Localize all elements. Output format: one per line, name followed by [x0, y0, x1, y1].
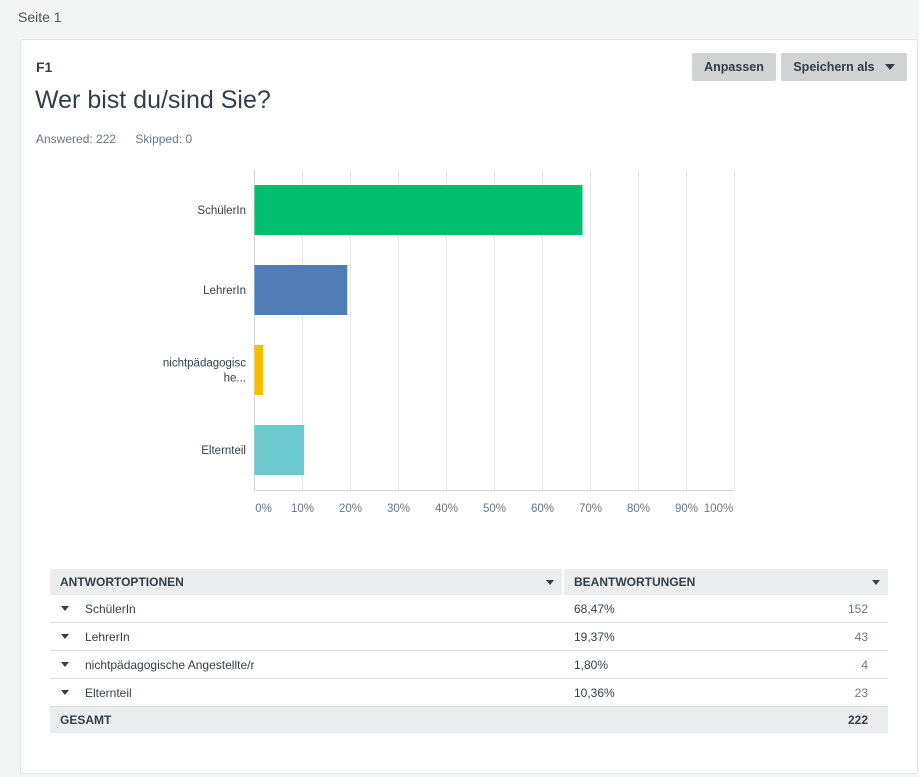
x-tick-label: 70%	[579, 503, 602, 515]
save-as-button-label: Speichern als	[793, 60, 875, 74]
question-id: F1	[36, 59, 53, 75]
question-card: F1 Wer bist du/sind Sie? Answered: 222 S…	[20, 39, 918, 774]
row-percent: 1,80%	[574, 657, 609, 672]
table-row: LehrerIn 19,37% 43	[50, 623, 888, 651]
table-total-row: GESAMT 222	[50, 707, 888, 733]
x-tick-label: 100%	[704, 503, 733, 515]
table-row: Elternteil 10,36% 23	[50, 679, 888, 707]
row-label: SchülerIn	[85, 601, 136, 616]
y-category-label: he...	[224, 373, 246, 385]
expand-caret-icon[interactable]	[61, 606, 69, 611]
column-header-responses-label: BEANTWORTUNGEN	[574, 575, 696, 589]
results-table: ANTWORTOPTIONEN BEANTWORTUNGEN SchülerIn…	[50, 569, 888, 733]
row-percent: 19,37%	[574, 629, 615, 644]
skipped-count: Skipped: 0	[135, 132, 193, 146]
expand-caret-icon[interactable]	[61, 690, 69, 695]
save-as-button[interactable]: Speichern als	[781, 53, 907, 81]
page-label: Seite 1	[18, 9, 62, 25]
column-header-options[interactable]: ANTWORTOPTIONEN	[50, 569, 564, 595]
x-tick-label: 40%	[435, 503, 458, 515]
total-label: GESAMT	[60, 713, 112, 727]
table-row: SchülerIn 68,47% 152	[50, 595, 888, 623]
x-tick-label: 50%	[483, 503, 506, 515]
sort-caret-icon[interactable]	[546, 580, 554, 585]
customize-button-label: Anpassen	[704, 60, 764, 74]
x-tick-label: 30%	[387, 503, 410, 515]
sort-caret-icon[interactable]	[872, 580, 880, 585]
column-header-responses[interactable]: BEANTWORTUNGEN	[564, 569, 888, 595]
bar-1[interactable]	[254, 185, 583, 235]
row-label: Elternteil	[85, 685, 132, 700]
x-tick-label: 0%	[255, 503, 272, 515]
row-count: 43	[854, 629, 868, 644]
column-header-options-label: ANTWORTOPTIONEN	[60, 575, 184, 589]
x-tick-label: 80%	[627, 503, 650, 515]
question-title: Wer bist du/sind Sie?	[35, 86, 271, 114]
chevron-down-icon	[884, 64, 895, 70]
bar-2[interactable]	[254, 265, 348, 315]
bar-4[interactable]	[254, 425, 305, 475]
customize-button[interactable]: Anpassen	[692, 53, 776, 81]
row-label: LehrerIn	[85, 629, 130, 644]
row-count: 152	[847, 601, 868, 616]
row-percent: 10,36%	[574, 685, 615, 700]
y-category-label: nichtpädagogisc	[163, 358, 246, 370]
answered-count: Answered: 222	[36, 132, 117, 146]
x-tick-label: 10%	[291, 503, 314, 515]
table-header: ANTWORTOPTIONEN BEANTWORTUNGEN	[50, 569, 888, 595]
y-category-label: Elternteil	[201, 445, 246, 457]
bar-3[interactable]	[254, 345, 264, 395]
y-category-label: SchülerIn	[197, 205, 246, 217]
total-count: 222	[847, 713, 868, 727]
x-tick-label: 90%	[675, 503, 698, 515]
row-label: nichtpädagogische Angestellte/r	[85, 657, 255, 672]
row-percent: 68,47%	[574, 601, 615, 616]
row-count: 4	[861, 657, 868, 672]
x-tick-label: 60%	[531, 503, 554, 515]
table-row: nichtpädagogische Angestellte/r 1,80% 4	[50, 651, 888, 679]
y-category-label: LehrerIn	[203, 285, 246, 297]
row-count: 23	[854, 685, 868, 700]
expand-caret-icon[interactable]	[61, 662, 69, 667]
x-tick-label: 20%	[339, 503, 362, 515]
response-stats: Answered: 222 Skipped: 0	[36, 132, 208, 146]
expand-caret-icon[interactable]	[61, 634, 69, 639]
